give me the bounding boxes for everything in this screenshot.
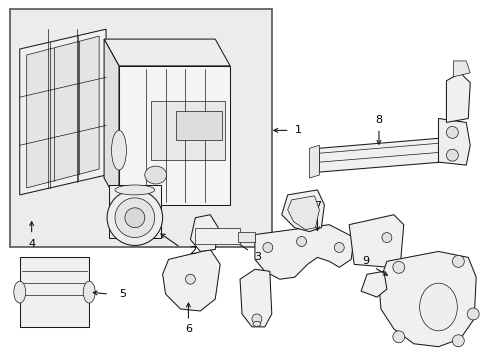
Polygon shape: [190, 215, 218, 251]
Circle shape: [124, 208, 144, 228]
Ellipse shape: [144, 166, 166, 184]
Polygon shape: [446, 73, 469, 122]
Circle shape: [446, 149, 457, 161]
Text: 7: 7: [313, 201, 320, 211]
Ellipse shape: [14, 281, 26, 303]
Circle shape: [107, 190, 163, 246]
Circle shape: [451, 335, 463, 347]
Ellipse shape: [252, 321, 260, 327]
Polygon shape: [109, 185, 161, 238]
Polygon shape: [104, 39, 119, 205]
Text: 8: 8: [375, 116, 382, 126]
Polygon shape: [175, 111, 222, 140]
Circle shape: [392, 261, 404, 273]
Polygon shape: [240, 269, 271, 327]
Bar: [10, 9, 271, 247]
Circle shape: [446, 126, 457, 138]
Polygon shape: [254, 225, 353, 279]
Polygon shape: [104, 39, 230, 66]
Polygon shape: [319, 138, 443, 172]
Circle shape: [451, 255, 463, 267]
Circle shape: [115, 198, 154, 238]
Circle shape: [467, 308, 478, 320]
Polygon shape: [309, 145, 319, 178]
Ellipse shape: [115, 185, 154, 195]
Circle shape: [251, 314, 262, 324]
Polygon shape: [378, 251, 475, 347]
Polygon shape: [163, 249, 220, 311]
Text: 4: 4: [28, 239, 35, 249]
Text: 2: 2: [188, 247, 196, 256]
Text: 9: 9: [362, 256, 369, 266]
Polygon shape: [287, 196, 319, 230]
Polygon shape: [360, 271, 386, 297]
Polygon shape: [452, 61, 469, 77]
Polygon shape: [119, 66, 230, 205]
Polygon shape: [150, 100, 224, 160]
Polygon shape: [20, 257, 89, 327]
Polygon shape: [20, 29, 106, 195]
Polygon shape: [195, 228, 240, 244]
Text: 1: 1: [294, 125, 301, 135]
Text: 5: 5: [119, 289, 126, 299]
Circle shape: [185, 274, 195, 284]
Polygon shape: [281, 190, 324, 231]
Polygon shape: [348, 215, 403, 267]
Polygon shape: [238, 231, 254, 242]
Ellipse shape: [419, 283, 456, 331]
Polygon shape: [27, 36, 99, 188]
Circle shape: [381, 233, 391, 243]
Ellipse shape: [111, 130, 126, 170]
Circle shape: [334, 243, 344, 252]
Text: 3: 3: [254, 252, 261, 262]
Polygon shape: [438, 118, 469, 165]
Circle shape: [296, 237, 306, 247]
Ellipse shape: [83, 281, 95, 303]
Circle shape: [263, 243, 272, 252]
Circle shape: [392, 331, 404, 343]
Text: 6: 6: [184, 324, 192, 334]
